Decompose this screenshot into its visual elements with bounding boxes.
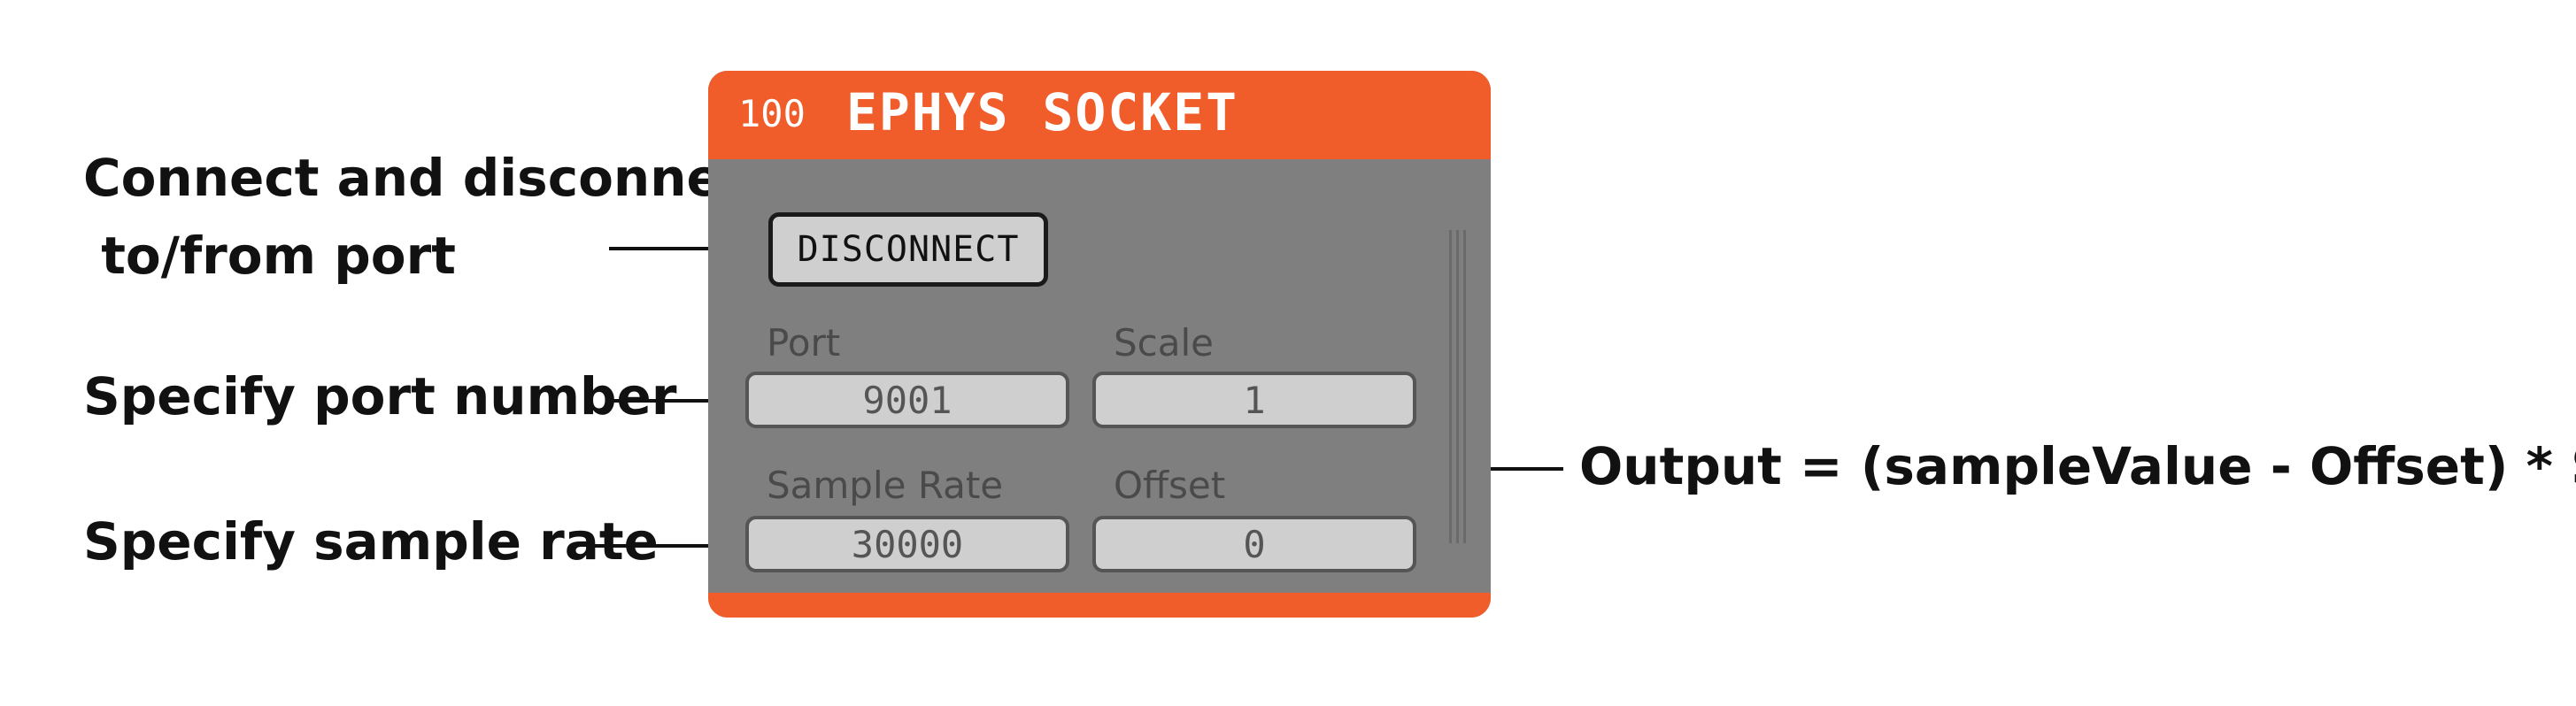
disconnect-button[interactable]: DISCONNECT (768, 212, 1048, 287)
plugin-title: EPHYS SOCKET (846, 82, 1239, 142)
port-label: Port (767, 321, 841, 365)
offset-label: Offset (1114, 464, 1226, 507)
output-annotation: Output = (sampleValue - Offset) * Scale (1579, 436, 2576, 496)
sample-rate-annotation: Specify sample rate (83, 511, 659, 572)
sample-rate-label: Sample Rate (767, 464, 1004, 507)
ephys-socket-plugin: 100 EPHYS SOCKET DISCONNECT Port 9001 Sc… (708, 71, 1491, 618)
sample-rate-input[interactable]: 30000 (745, 516, 1069, 572)
port-leader-line (611, 399, 749, 403)
node-id: 100 (738, 92, 806, 135)
connect-leader-line (609, 247, 768, 250)
plugin-footer (708, 593, 1491, 618)
connect-annotation-line1: Connect and disconnect (83, 148, 776, 208)
scale-label: Scale (1114, 321, 1214, 365)
scale-input[interactable]: 1 (1092, 372, 1416, 428)
sample-rate-leader-line (586, 544, 749, 548)
output-leader-line (1429, 467, 1563, 471)
port-annotation: Specify port number (83, 366, 677, 426)
offset-input[interactable]: 0 (1092, 516, 1416, 572)
level-meter (1449, 230, 1470, 543)
connect-annotation-line2: to/from port (83, 226, 456, 286)
plugin-header: 100 EPHYS SOCKET (708, 71, 1491, 159)
port-input[interactable]: 9001 (745, 372, 1069, 428)
